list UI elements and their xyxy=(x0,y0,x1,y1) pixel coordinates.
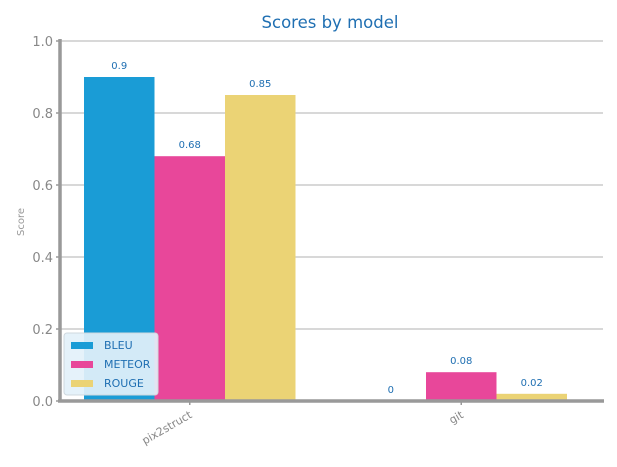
y-tick-label: 0.4 xyxy=(32,251,53,266)
y-ticks: 0.0 0.2 0.4 0.6 0.8 1.0 xyxy=(32,35,53,410)
legend-label-bleu: BLEU xyxy=(104,339,133,352)
y-tick-label: 0.8 xyxy=(32,107,53,122)
legend-swatch-rouge xyxy=(71,380,93,387)
y-tick-label: 1.0 xyxy=(32,35,53,50)
bar-labels: 0.9 0.68 0.85 0 0.08 0.02 xyxy=(111,61,543,396)
y-axis-label: Score xyxy=(16,208,27,236)
legend-swatch-bleu xyxy=(71,342,93,349)
y-tick-label: 0.2 xyxy=(32,323,53,338)
legend-label-rouge: ROUGE xyxy=(104,377,144,390)
bar-rouge xyxy=(225,95,296,401)
bar-value-label: 0.02 xyxy=(521,378,543,389)
bar-meteor xyxy=(154,156,225,401)
x-tick-label: git xyxy=(447,408,467,427)
x-tick-label: pix2struct xyxy=(140,408,195,447)
bar-value-label: 0 xyxy=(388,385,394,396)
legend: BLEU METEOR ROUGE xyxy=(63,332,159,396)
bar-value-label: 0.9 xyxy=(111,61,127,72)
bars xyxy=(84,77,567,401)
bar-value-label: 0.68 xyxy=(179,140,201,151)
chart-title: Scores by model xyxy=(262,13,399,32)
bar-meteor xyxy=(426,372,497,401)
bar-value-label: 0.08 xyxy=(450,356,472,367)
legend-label-meteor: METEOR xyxy=(104,358,151,371)
y-tick-label: 0.0 xyxy=(32,395,53,410)
legend-swatch-meteor xyxy=(71,361,93,368)
x-ticks: pix2struct git xyxy=(140,408,467,447)
bar-value-label: 0.85 xyxy=(249,79,271,90)
axes xyxy=(56,39,604,405)
bar-rouge xyxy=(496,393,567,401)
y-tick-label: 0.6 xyxy=(32,179,53,194)
